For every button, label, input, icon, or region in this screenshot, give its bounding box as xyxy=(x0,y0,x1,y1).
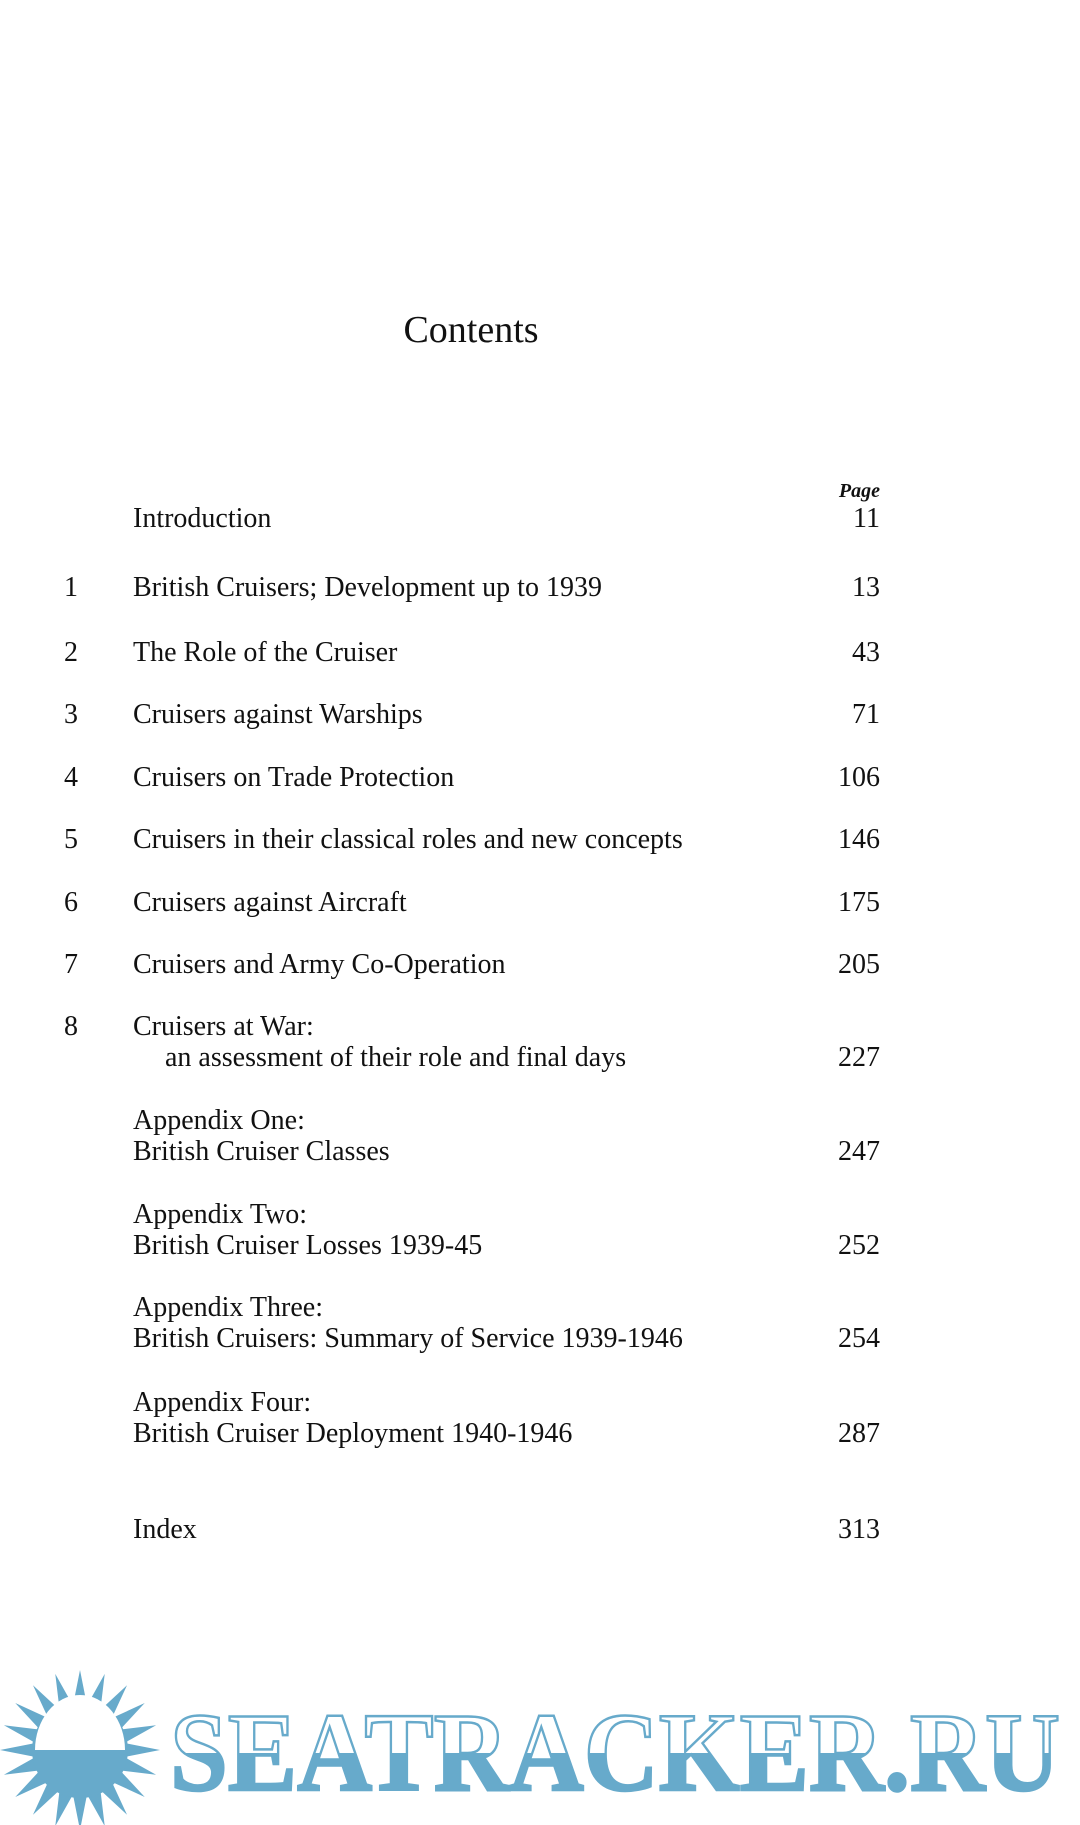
toc-entry: Index 313 xyxy=(0,1514,1080,1545)
toc-entry: 7 Cruisers and Army Co-Operation 205 xyxy=(0,949,1080,980)
page-number: 13 xyxy=(852,572,880,603)
page-number: 175 xyxy=(838,887,880,918)
entry-title-line: British Cruisers; Development up to 1939 xyxy=(133,572,602,603)
entry-title-line: Cruisers against Aircraft xyxy=(133,887,407,918)
chapter-number: 8 xyxy=(64,1011,78,1042)
entry-title-line: Cruisers at War: xyxy=(133,1011,314,1042)
entry-title-line: Index xyxy=(133,1514,197,1545)
chapter-number: 2 xyxy=(64,637,78,668)
entry-title-line: British Cruisers: Summary of Service 193… xyxy=(133,1323,683,1354)
page-title: Contents xyxy=(403,309,539,351)
chapter-number: 7 xyxy=(64,949,78,980)
entry-title-line: Cruisers against Warships xyxy=(133,699,423,730)
watermark-text: SEATRACKER.RU xyxy=(170,1691,1060,1815)
toc-entry: 6 Cruisers against Aircraft 175 xyxy=(0,887,1080,918)
page-number: 106 xyxy=(838,762,880,793)
page-number: 313 xyxy=(838,1514,880,1545)
toc-entry: Appendix Four: British Cruiser Deployment… xyxy=(0,1387,1080,1449)
entry-title: Introduction xyxy=(133,503,271,534)
entry-title-line: an assessment of their role and final da… xyxy=(165,1042,627,1073)
toc-entry: 1 British Cruisers; Development up to 193… xyxy=(0,572,1080,603)
page-number: 287 xyxy=(838,1418,880,1449)
entry-title: Appendix Two: British Cruiser Losses 1939… xyxy=(133,1199,482,1261)
page-column-header: Page xyxy=(838,480,880,502)
entry-title: Cruisers against Aircraft xyxy=(133,887,407,918)
page-number: 254 xyxy=(838,1323,880,1354)
entry-title: Appendix One: British Cruiser Classes xyxy=(133,1105,390,1167)
toc-entry: Introduction 11 xyxy=(0,503,1080,534)
entry-title-line: British Cruiser Deployment 1940-1946 xyxy=(133,1418,573,1449)
entry-title: Cruisers at War: an assessment of their r… xyxy=(133,1011,626,1073)
page-number: 227 xyxy=(838,1042,880,1073)
page-number: 247 xyxy=(838,1136,880,1167)
entry-title-line: The Role of the Cruiser xyxy=(133,637,398,668)
watermark-logo: SEATRACKER.RU xyxy=(0,1670,1061,1825)
entry-title-line: Appendix Two: xyxy=(133,1199,308,1230)
chapter-number: 6 xyxy=(64,887,78,918)
entry-title: Cruisers on Trade Protection xyxy=(133,762,454,793)
toc-entry: Appendix One: British Cruiser Classes 247 xyxy=(0,1105,1080,1167)
entry-title-line: Introduction xyxy=(133,503,272,534)
toc-entry: Appendix Two: British Cruiser Losses 1939… xyxy=(0,1199,1080,1261)
entry-title-line: Appendix Four: xyxy=(133,1387,312,1418)
page-number: 252 xyxy=(838,1230,880,1261)
chapter-number: 1 xyxy=(64,572,78,603)
entry-title-line: Cruisers in their classical roles and ne… xyxy=(133,824,683,855)
entry-title: The Role of the Cruiser xyxy=(133,637,397,668)
page-number: 43 xyxy=(852,637,880,668)
entry-title: Appendix Four: British Cruiser Deployment… xyxy=(133,1387,572,1449)
sun-icon xyxy=(0,1670,160,1825)
entry-title: Cruisers against Warships xyxy=(133,699,423,730)
entry-title-line: British Cruiser Losses 1939-45 xyxy=(133,1230,483,1261)
chapter-number: 3 xyxy=(64,699,78,730)
page-number: 11 xyxy=(853,503,880,534)
entry-title-line: Appendix One: xyxy=(133,1105,305,1136)
toc-entry: 3 Cruisers against Warships 71 xyxy=(0,699,1080,730)
entry-title: Cruisers in their classical roles and ne… xyxy=(133,824,683,855)
chapter-number: 5 xyxy=(64,824,78,855)
entry-title-line: Cruisers and Army Co-Operation xyxy=(133,949,506,980)
entry-title-line: Cruisers on Trade Protection xyxy=(133,762,455,793)
toc-entry: Appendix Three: British Cruisers: Summary… xyxy=(0,1292,1080,1354)
toc-entry: 5 Cruisers in their classical roles and n… xyxy=(0,824,1080,855)
chapter-number: 4 xyxy=(64,762,78,793)
entry-title: British Cruisers; Development up to 1939 xyxy=(133,572,602,603)
toc-entry: 2 The Role of the Cruiser 43 xyxy=(0,637,1080,668)
entry-title-line: British Cruiser Classes xyxy=(133,1136,390,1167)
page-number: 146 xyxy=(838,824,880,855)
entry-title: Index xyxy=(133,1514,197,1545)
entry-title: Appendix Three: British Cruisers: Summary… xyxy=(133,1292,683,1354)
toc-entry: 8 Cruisers at War: an assessment of their … xyxy=(0,1011,1080,1073)
page-number: 71 xyxy=(852,699,880,730)
page-number: 205 xyxy=(838,949,880,980)
entry-title-line: Appendix Three: xyxy=(133,1292,323,1323)
toc-entry: 4 Cruisers on Trade Protection 106 xyxy=(0,762,1080,793)
entry-title: Cruisers and Army Co-Operation xyxy=(133,949,506,980)
